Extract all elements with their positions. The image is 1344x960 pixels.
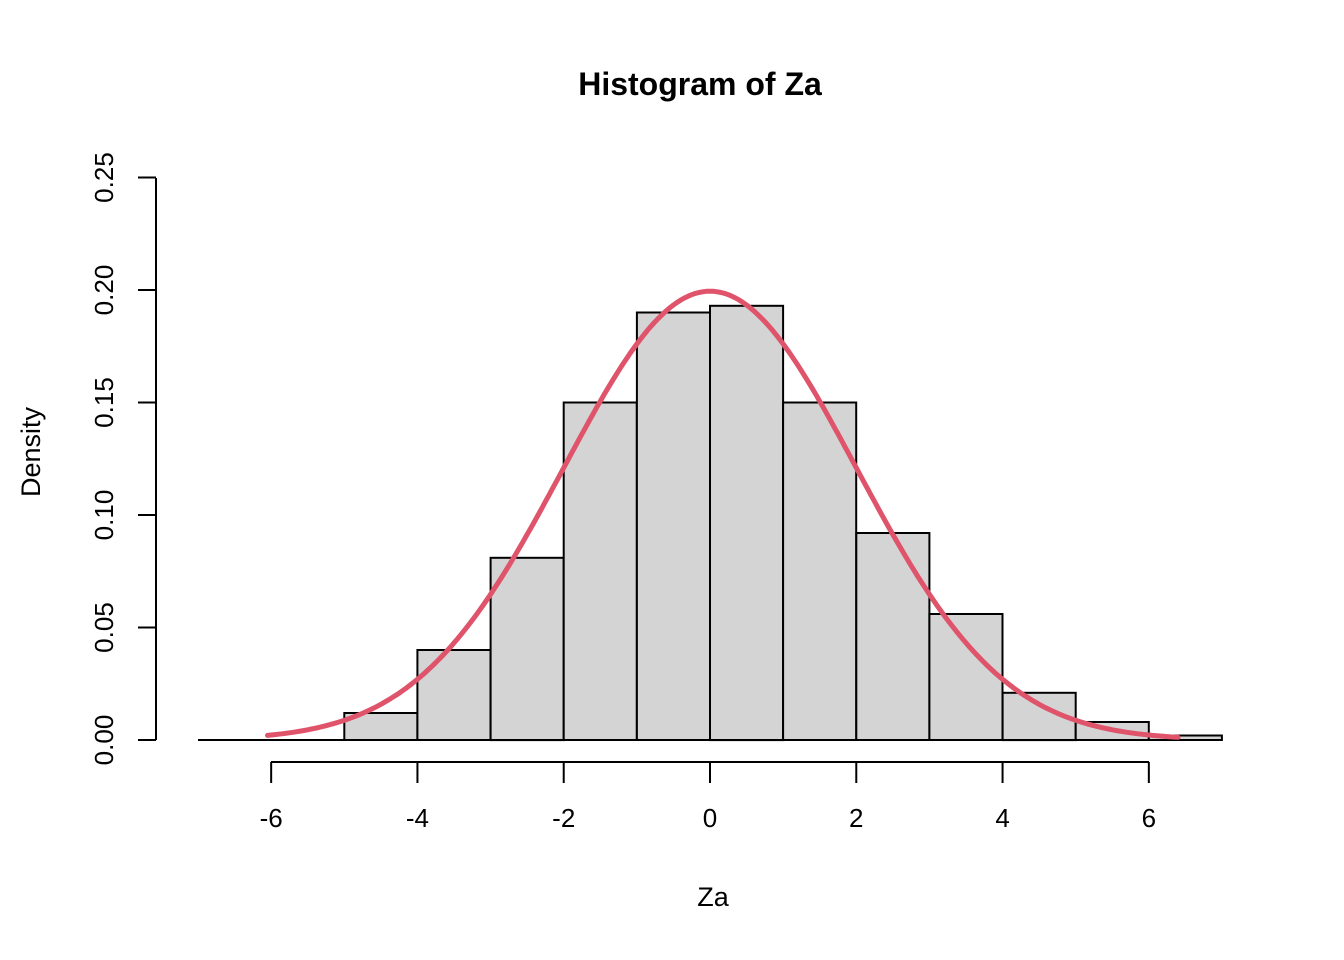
histogram-bar [416, 649, 492, 741]
histogram-bar [635, 311, 712, 741]
density-curve [265, 288, 1181, 740]
y-tick-label: 0.20 [89, 265, 119, 316]
histogram-bar [855, 532, 931, 741]
x-tick-label: 6 [1142, 803, 1156, 833]
x-tick-label: 4 [995, 803, 1009, 833]
histogram-bars [343, 304, 1223, 742]
x-tick-label: 0 [703, 803, 717, 833]
x-tick-label: 2 [849, 803, 863, 833]
x-tick-label: -2 [552, 803, 575, 833]
x-axis-ticks: -6 -4 -2 0 2 4 6 [260, 762, 1156, 833]
histogram-bar [489, 556, 565, 742]
y-axis: 0.00 0.05 0.10 0.15 0.20 0.25 [89, 152, 157, 765]
y-axis-label: Density [16, 406, 46, 497]
histogram-bar [562, 401, 638, 741]
y-tick-label: 0.15 [89, 377, 119, 428]
histogram-bar [928, 613, 1004, 741]
x-tick-label: -4 [406, 803, 429, 833]
histogram-bar [709, 304, 785, 742]
chart-title: Histogram of Za [578, 66, 822, 102]
x-axis: -6 -4 -2 0 2 4 6 [260, 761, 1156, 833]
y-axis-ticks: 0.00 0.05 0.10 0.15 0.20 0.25 [89, 152, 156, 765]
y-tick-label: 0.10 [89, 490, 119, 541]
histogram-bar [782, 401, 858, 741]
y-tick-label: 0.05 [89, 602, 119, 653]
y-tick-label: 0.00 [89, 715, 119, 766]
x-tick-label: -6 [260, 803, 283, 833]
y-tick-label: 0.25 [89, 152, 119, 203]
x-axis-label: Za [697, 882, 729, 912]
